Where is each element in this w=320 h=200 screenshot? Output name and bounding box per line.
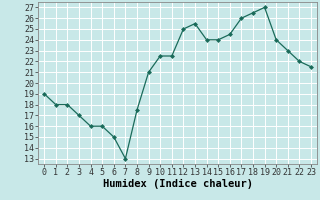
X-axis label: Humidex (Indice chaleur): Humidex (Indice chaleur) — [103, 179, 252, 189]
